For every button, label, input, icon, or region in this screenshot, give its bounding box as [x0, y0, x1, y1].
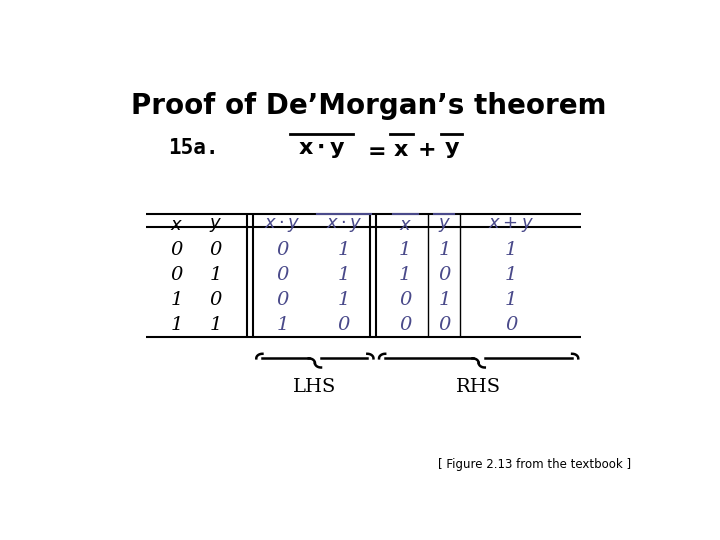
Text: $x$: $x$: [399, 216, 412, 234]
Text: 1: 1: [171, 316, 183, 334]
Text: Proof of De’Morgan’s theorem: Proof of De’Morgan’s theorem: [131, 92, 607, 120]
Text: 1: 1: [210, 316, 222, 334]
Text: 0: 0: [438, 266, 451, 284]
Text: 1: 1: [399, 266, 411, 284]
Text: 0: 0: [505, 316, 518, 334]
Text: 1: 1: [276, 316, 289, 334]
Text: 1: 1: [505, 266, 518, 284]
Text: 0: 0: [338, 316, 350, 334]
Text: $\mathbf{x \bullet y}$: $\mathbf{x \bullet y}$: [298, 140, 346, 160]
Text: 1: 1: [399, 241, 411, 259]
Text: 0: 0: [210, 241, 222, 259]
Text: [ Figure 2.13 from the textbook ]: [ Figure 2.13 from the textbook ]: [438, 458, 631, 471]
Text: LHS: LHS: [293, 378, 336, 396]
Text: 0: 0: [276, 266, 289, 284]
Text: RHS: RHS: [456, 378, 501, 396]
Text: 1: 1: [505, 241, 518, 259]
Text: 0: 0: [438, 316, 451, 334]
Text: $\mathbf{+}$: $\mathbf{+}$: [418, 140, 436, 160]
Text: 1: 1: [438, 241, 451, 259]
Text: 1: 1: [505, 291, 518, 309]
Text: 1: 1: [338, 291, 350, 309]
Text: 1: 1: [338, 241, 350, 259]
Text: $y$: $y$: [438, 216, 451, 234]
Text: 0: 0: [171, 266, 183, 284]
Text: $x$: $x$: [170, 216, 183, 234]
Text: $x + y$: $x + y$: [488, 215, 534, 234]
Text: 15a.: 15a.: [168, 138, 218, 158]
Text: 0: 0: [171, 241, 183, 259]
Text: 0: 0: [210, 291, 222, 309]
Text: 0: 0: [399, 291, 411, 309]
Text: 0: 0: [276, 291, 289, 309]
Text: $y$: $y$: [209, 216, 222, 234]
Text: $\mathbf{y}$: $\mathbf{y}$: [444, 140, 459, 160]
Text: $x \cdot y$: $x \cdot y$: [325, 216, 362, 234]
Text: 0: 0: [276, 241, 289, 259]
Text: 1: 1: [338, 266, 350, 284]
Text: $\mathbf{=}$: $\mathbf{=}$: [364, 140, 386, 160]
Text: 0: 0: [399, 316, 411, 334]
Text: 1: 1: [438, 291, 451, 309]
Text: $x \cdot y$: $x \cdot y$: [264, 216, 301, 234]
Text: 1: 1: [171, 291, 183, 309]
Text: $\mathbf{x}$: $\mathbf{x}$: [393, 140, 410, 160]
Text: 1: 1: [210, 266, 222, 284]
